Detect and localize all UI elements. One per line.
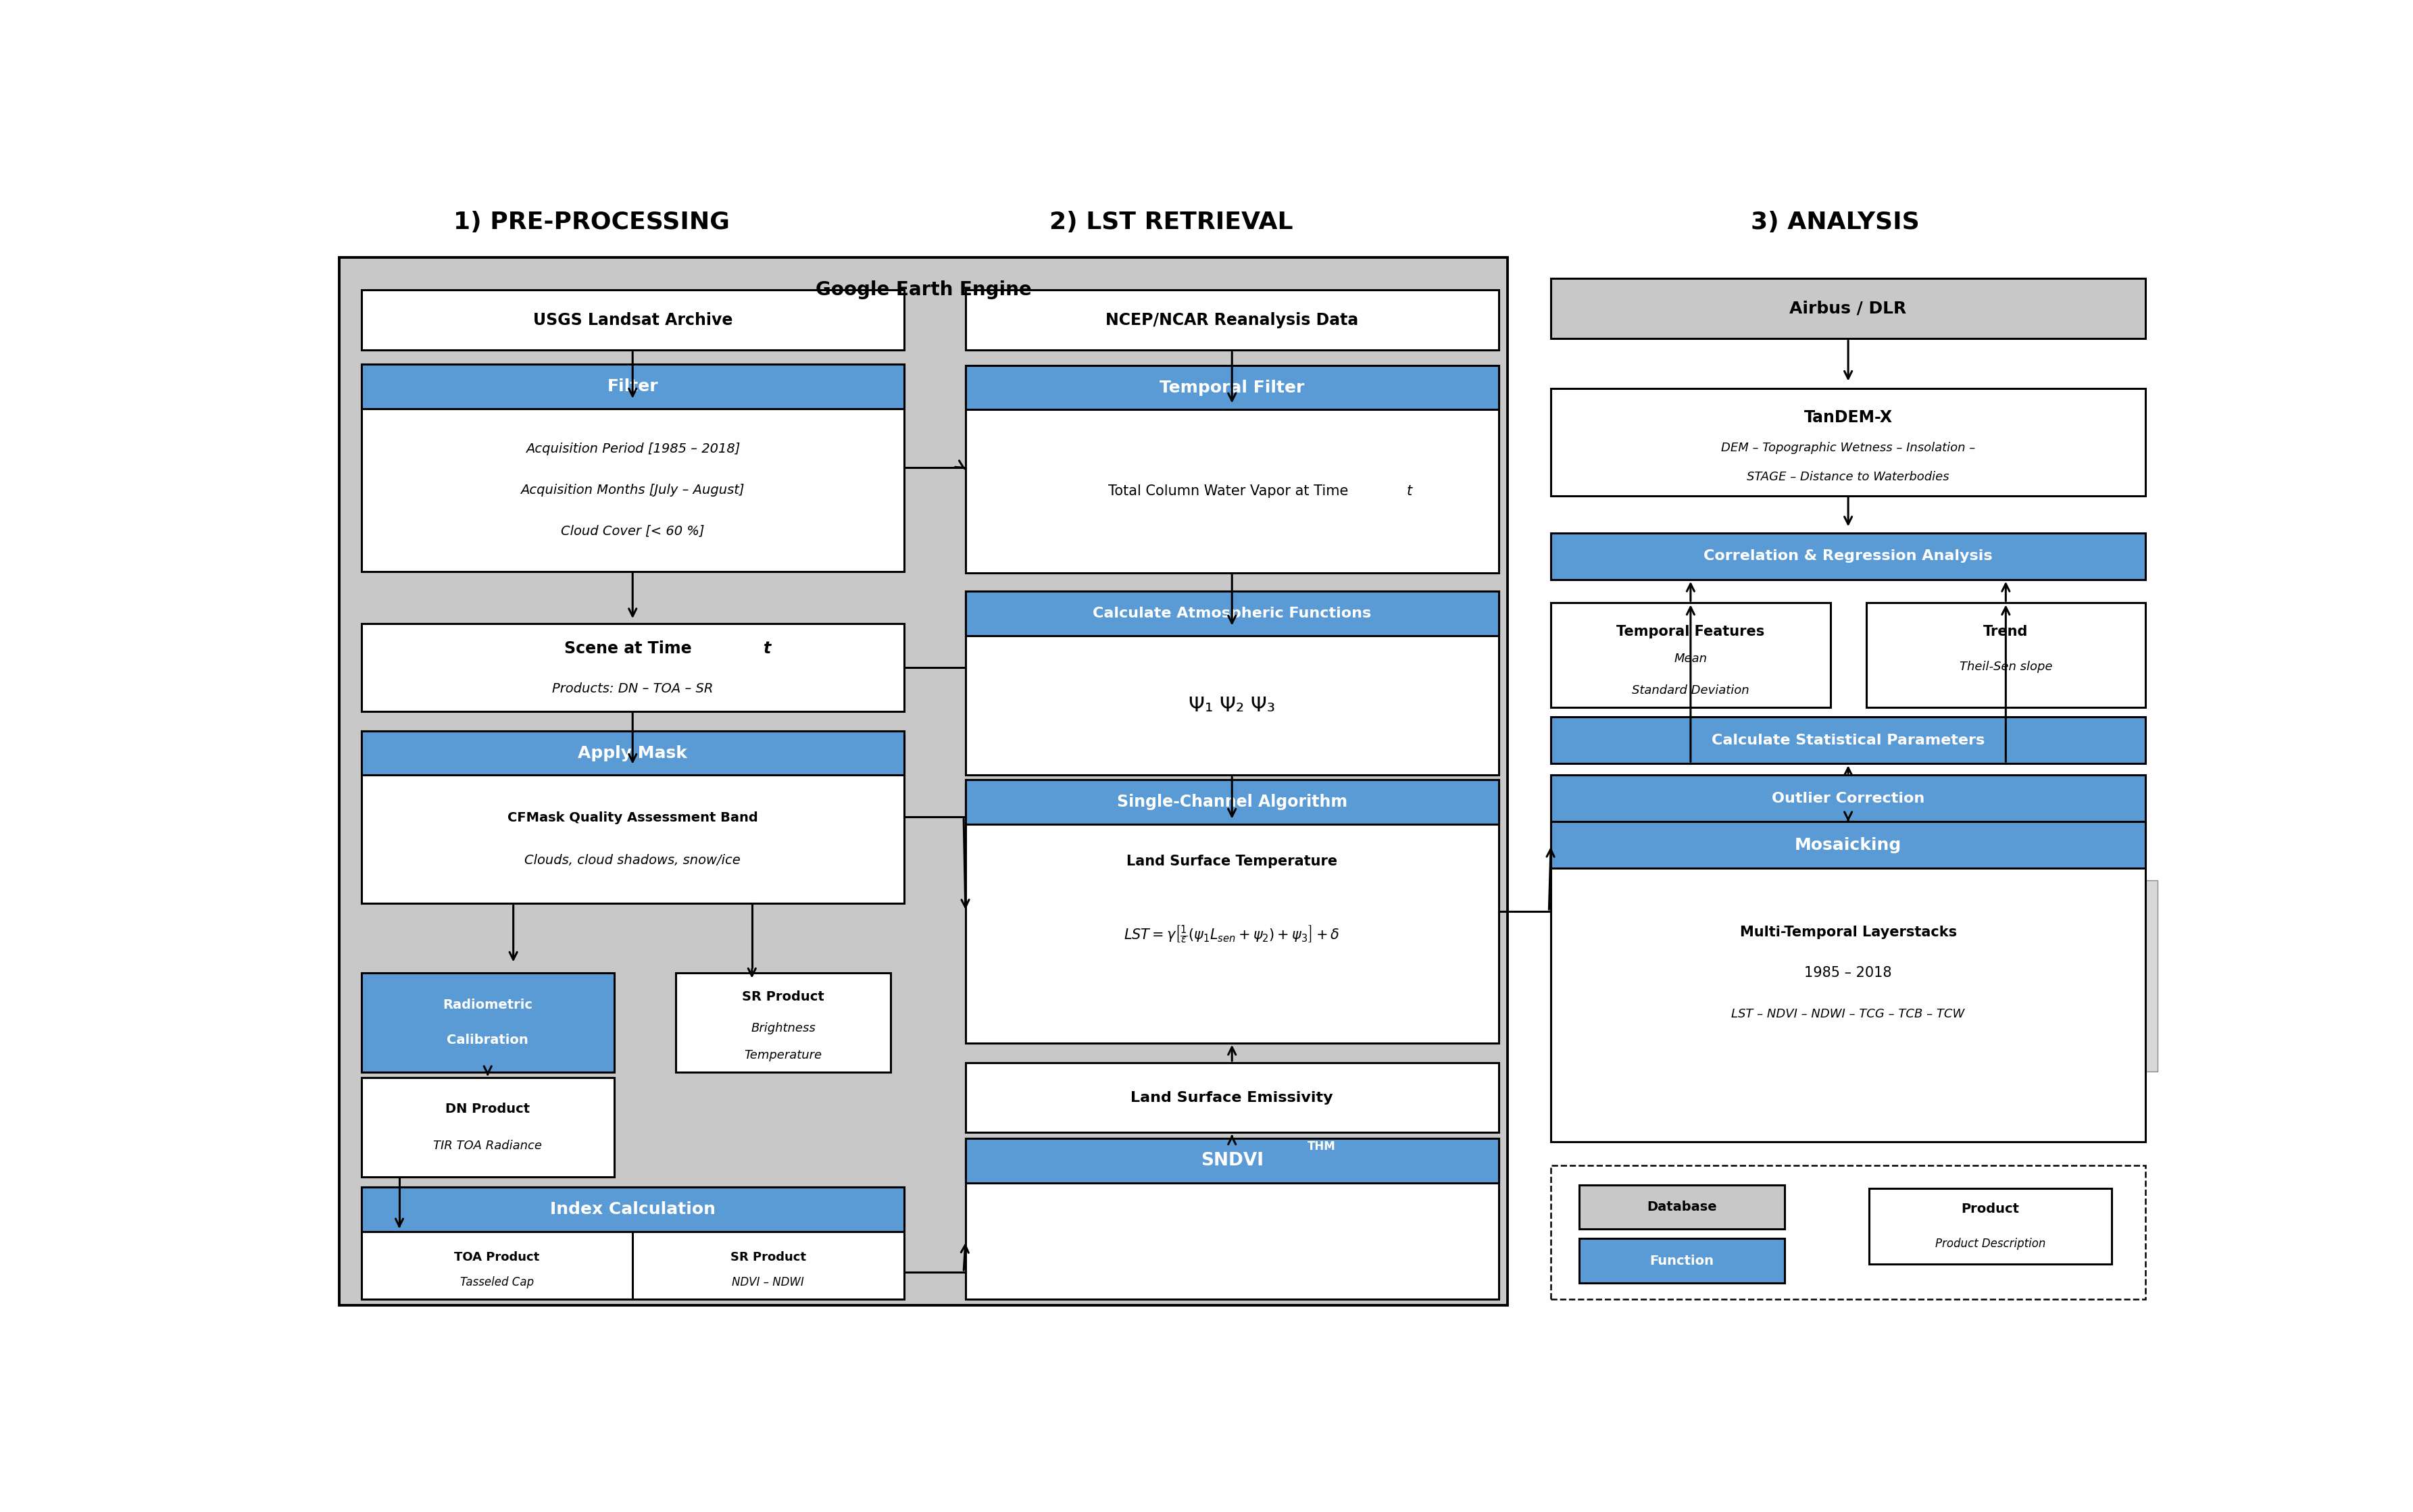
Text: Database: Database [1646, 1201, 1716, 1214]
FancyBboxPatch shape [965, 1063, 1498, 1132]
Text: Apply Mask: Apply Mask [579, 745, 688, 761]
Text: Tasseled Cap: Tasseled Cap [461, 1276, 533, 1288]
Text: USGS Landsat Archive: USGS Landsat Archive [533, 311, 734, 328]
FancyBboxPatch shape [362, 730, 905, 776]
FancyBboxPatch shape [965, 1139, 1498, 1182]
Text: Total Column Water Vapor at Time: Total Column Water Vapor at Time [1108, 484, 1356, 497]
Text: t: t [1407, 484, 1412, 497]
Text: Calculate Statistical Parameters: Calculate Statistical Parameters [1711, 733, 1986, 747]
FancyBboxPatch shape [1552, 776, 2145, 823]
Text: SR Product: SR Product [743, 990, 825, 1004]
Text: Cloud Cover [< 60 %]: Cloud Cover [< 60 %] [560, 525, 705, 537]
FancyBboxPatch shape [965, 591, 1498, 776]
Text: TanDEM-X: TanDEM-X [1805, 410, 1892, 426]
Text: Radiometric: Radiometric [442, 999, 533, 1012]
Text: SNDVI: SNDVI [1202, 1152, 1264, 1169]
Text: Products: DN – TOA – SR: Products: DN – TOA – SR [553, 682, 714, 696]
Text: DN Product: DN Product [446, 1102, 531, 1116]
FancyBboxPatch shape [362, 730, 905, 903]
FancyBboxPatch shape [338, 257, 1508, 1305]
FancyBboxPatch shape [1552, 389, 2145, 496]
Text: DEM – Topographic Wetness – Insolation –: DEM – Topographic Wetness – Insolation – [1720, 442, 1976, 454]
Text: Product Description: Product Description [1935, 1238, 2046, 1250]
FancyBboxPatch shape [1863, 898, 2119, 1089]
Text: LST – NDVI – NDWI – TCG – TCB – TCW: LST – NDVI – NDWI – TCG – TCB – TCW [1733, 1009, 1964, 1021]
Text: Product: Product [1962, 1202, 2020, 1216]
FancyBboxPatch shape [1901, 880, 2157, 1072]
Text: Calculate Atmospheric Functions: Calculate Atmospheric Functions [1093, 606, 1371, 620]
FancyBboxPatch shape [362, 364, 905, 408]
FancyBboxPatch shape [1578, 1185, 1786, 1229]
Text: Mosaicking: Mosaicking [1795, 838, 1901, 853]
Text: TIR TOA Radiance: TIR TOA Radiance [434, 1140, 543, 1152]
FancyBboxPatch shape [965, 591, 1498, 635]
Text: NDVI – NDWI: NDVI – NDWI [731, 1276, 804, 1288]
Text: Acquisition Months [July – August]: Acquisition Months [July – August] [521, 484, 746, 496]
FancyBboxPatch shape [1552, 823, 2145, 1142]
Text: THM: THM [1308, 1140, 1337, 1152]
FancyBboxPatch shape [1552, 534, 2145, 579]
FancyBboxPatch shape [1848, 904, 2104, 1095]
FancyBboxPatch shape [965, 290, 1498, 351]
Text: 1985 – 2018: 1985 – 2018 [1805, 966, 1892, 980]
Text: 2) LST RETRIEVAL: 2) LST RETRIEVAL [1050, 210, 1293, 234]
FancyBboxPatch shape [965, 780, 1498, 824]
Text: t: t [763, 641, 772, 658]
Text: Land Surface Emissivity: Land Surface Emissivity [1132, 1092, 1334, 1104]
FancyBboxPatch shape [1552, 823, 2145, 868]
FancyBboxPatch shape [965, 1139, 1498, 1299]
Text: Single-Channel Algorithm: Single-Channel Algorithm [1117, 794, 1346, 810]
Text: Multi-Temporal Layerstacks: Multi-Temporal Layerstacks [1740, 925, 1957, 939]
Text: Trend: Trend [1983, 626, 2029, 638]
Text: Function: Function [1650, 1255, 1713, 1267]
FancyBboxPatch shape [1578, 1238, 1786, 1282]
FancyBboxPatch shape [1552, 717, 2145, 764]
Text: Clouds, cloud shadows, snow/ice: Clouds, cloud shadows, snow/ice [524, 854, 741, 866]
FancyBboxPatch shape [362, 974, 613, 1072]
Text: Ψ₁ Ψ₂ Ψ₃: Ψ₁ Ψ₂ Ψ₃ [1190, 696, 1274, 715]
Text: STAGE – Distance to Waterbodies: STAGE – Distance to Waterbodies [1747, 472, 1950, 484]
Text: Temporal Features: Temporal Features [1617, 626, 1764, 638]
Text: Land Surface Temperature: Land Surface Temperature [1127, 854, 1337, 868]
Text: Brightness: Brightness [750, 1022, 816, 1034]
FancyBboxPatch shape [965, 780, 1498, 1043]
Text: Google Earth Engine: Google Earth Engine [816, 280, 1030, 299]
Text: SR Product: SR Product [731, 1250, 806, 1264]
Text: Temporal Filter: Temporal Filter [1161, 380, 1305, 396]
Text: Theil-Sen slope: Theil-Sen slope [1959, 661, 2051, 673]
Text: Calibration: Calibration [446, 1034, 528, 1046]
Text: Standard Deviation: Standard Deviation [1631, 683, 1749, 697]
Text: 1) PRE-PROCESSING: 1) PRE-PROCESSING [454, 210, 729, 234]
Text: NCEP/NCAR Reanalysis Data: NCEP/NCAR Reanalysis Data [1105, 311, 1359, 328]
Text: $LST = \gamma\left[\frac{1}{\varepsilon}(\psi_1 L_{sen} + \psi_2) + \psi_3\right: $LST = \gamma\left[\frac{1}{\varepsilon}… [1124, 924, 1339, 945]
Text: Index Calculation: Index Calculation [550, 1202, 714, 1217]
Text: Scene at Time: Scene at Time [565, 641, 700, 658]
FancyBboxPatch shape [362, 1187, 905, 1232]
Text: Filter: Filter [608, 378, 659, 395]
Text: Mean: Mean [1675, 653, 1706, 665]
Text: Correlation & Regression Analysis: Correlation & Regression Analysis [1704, 549, 1993, 562]
FancyBboxPatch shape [1868, 1188, 2111, 1264]
FancyBboxPatch shape [362, 1187, 905, 1299]
FancyBboxPatch shape [1552, 603, 1831, 708]
FancyBboxPatch shape [1865, 603, 2145, 708]
FancyBboxPatch shape [965, 366, 1498, 573]
FancyBboxPatch shape [1552, 1166, 2145, 1299]
FancyBboxPatch shape [1889, 886, 2145, 1078]
FancyBboxPatch shape [1875, 892, 2131, 1084]
FancyBboxPatch shape [362, 290, 905, 351]
Text: TOA Product: TOA Product [454, 1250, 541, 1264]
Text: Airbus / DLR: Airbus / DLR [1790, 301, 1906, 316]
Text: Acquisition Period [1985 – 2018]: Acquisition Period [1985 – 2018] [526, 443, 741, 455]
Text: 3) ANALYSIS: 3) ANALYSIS [1752, 210, 1918, 234]
FancyBboxPatch shape [362, 1078, 613, 1176]
FancyBboxPatch shape [965, 366, 1498, 410]
FancyBboxPatch shape [1552, 278, 2145, 339]
FancyBboxPatch shape [676, 974, 890, 1072]
FancyBboxPatch shape [362, 364, 905, 572]
FancyBboxPatch shape [362, 624, 905, 711]
Text: Outlier Correction: Outlier Correction [1771, 792, 1926, 806]
Text: CFMask Quality Assessment Band: CFMask Quality Assessment Band [507, 812, 758, 824]
Text: Temperature: Temperature [743, 1049, 823, 1061]
